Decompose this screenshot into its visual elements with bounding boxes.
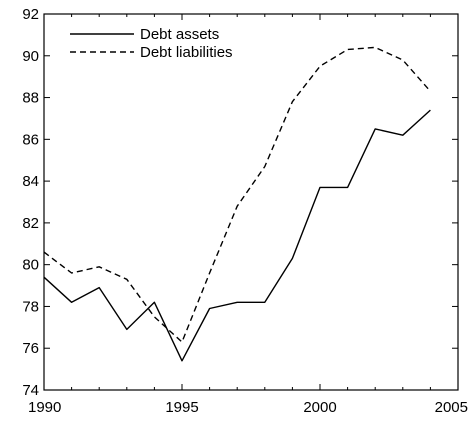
y-tick-label: 74 xyxy=(22,382,39,399)
legend-label: Debt liabilities xyxy=(140,44,233,61)
y-tick-label: 86 xyxy=(22,131,39,148)
y-tick-label: 84 xyxy=(22,173,39,190)
y-tick-label: 82 xyxy=(22,215,39,232)
y-tick-label: 78 xyxy=(22,298,39,315)
tick-layer: 74 76 78 80 82 84 86 88 90 92 1990 1995 2000 2005 xyxy=(22,6,468,416)
y-tick-label: 92 xyxy=(22,6,39,23)
x-tick-label: 2005 xyxy=(435,399,468,416)
y-tick-label: 90 xyxy=(22,48,39,65)
plot-frame xyxy=(43,13,459,391)
x-tick-label: 1995 xyxy=(165,399,198,416)
series-layer xyxy=(43,46,431,362)
x-tick-label: 2000 xyxy=(303,399,336,416)
x-tick-label: 1990 xyxy=(28,399,61,416)
series-line-debt-assets xyxy=(43,109,431,362)
y-tick-label: 88 xyxy=(22,90,39,107)
y-tick-label: 76 xyxy=(22,340,39,357)
legend-label: Debt assets xyxy=(140,26,219,43)
series-line-debt-liabilities xyxy=(43,46,431,343)
y-tick-label: 80 xyxy=(22,257,39,274)
